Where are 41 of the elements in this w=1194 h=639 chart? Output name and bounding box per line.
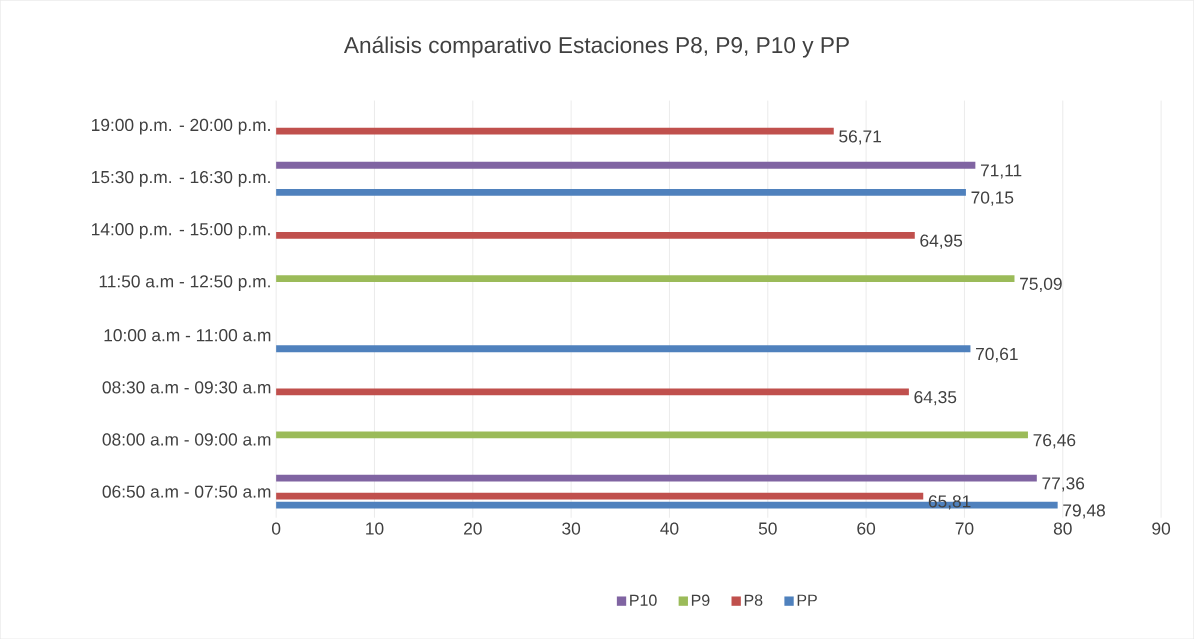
y-tick-label: 19:00 p.m. - 20:00 p.m. (92, 118, 270, 135)
y-tick-label: 06:50 a.m - 07:50 a.m (102, 485, 271, 498)
y-tick-label: 08:00 a.m - 09:00 a.m (102, 433, 271, 446)
data-label: 56,71 (839, 130, 881, 145)
data-label: 79,48 (1063, 504, 1105, 519)
y-tick-label: 11:50 a.m - 12:50 p.m. (99, 275, 270, 291)
data-label: 70,15 (971, 191, 1014, 206)
x-tick-label: 50 (758, 522, 777, 535)
bar (276, 161, 976, 169)
legend-label: PP (797, 594, 817, 606)
bar (276, 275, 1015, 282)
x-tick-label: 30 (562, 522, 581, 535)
data-label: 76,46 (1033, 433, 1076, 449)
x-tick-label: 40 (660, 522, 679, 535)
x-tick-label: 90 (1152, 522, 1171, 535)
x-tick-label: 80 (1053, 522, 1072, 535)
legend-label: P9 (691, 594, 710, 606)
data-label: 64,95 (920, 234, 963, 249)
y-tick-label: 08:30 a.m - 09:30 a.m (102, 381, 271, 394)
data-label: 70,61 (976, 347, 1018, 363)
data-label: 75,09 (1020, 277, 1062, 292)
x-tick-label: 60 (857, 522, 876, 535)
y-tick-label: 15:30 p.m. - 16:30 p.m. (92, 170, 270, 187)
x-tick-label: 20 (464, 522, 482, 535)
x-tick-label: 10 (366, 522, 384, 535)
legend-label: P10 (630, 594, 657, 606)
bar (276, 188, 966, 196)
y-tick-label: 14:00 p.m. - 15:00 p.m. (92, 222, 270, 239)
data-label: 71,11 (980, 164, 1022, 179)
bar (276, 492, 924, 500)
x-tick-label: 70 (955, 522, 974, 535)
bar (276, 231, 915, 239)
bar (276, 127, 834, 135)
legend-label: P8 (744, 594, 763, 606)
data-label: 64,35 (914, 390, 957, 406)
y-tick-label: 10:00 a.m - 11:00 a.m (104, 328, 271, 342)
chart-title: Análisis comparativo Estaciones P8, P9, P10 y PP (343, 36, 849, 58)
x-tick-label: 0 (272, 522, 281, 535)
data-label: 77,36 (1042, 477, 1085, 492)
bar (276, 345, 971, 353)
bar (276, 388, 909, 396)
